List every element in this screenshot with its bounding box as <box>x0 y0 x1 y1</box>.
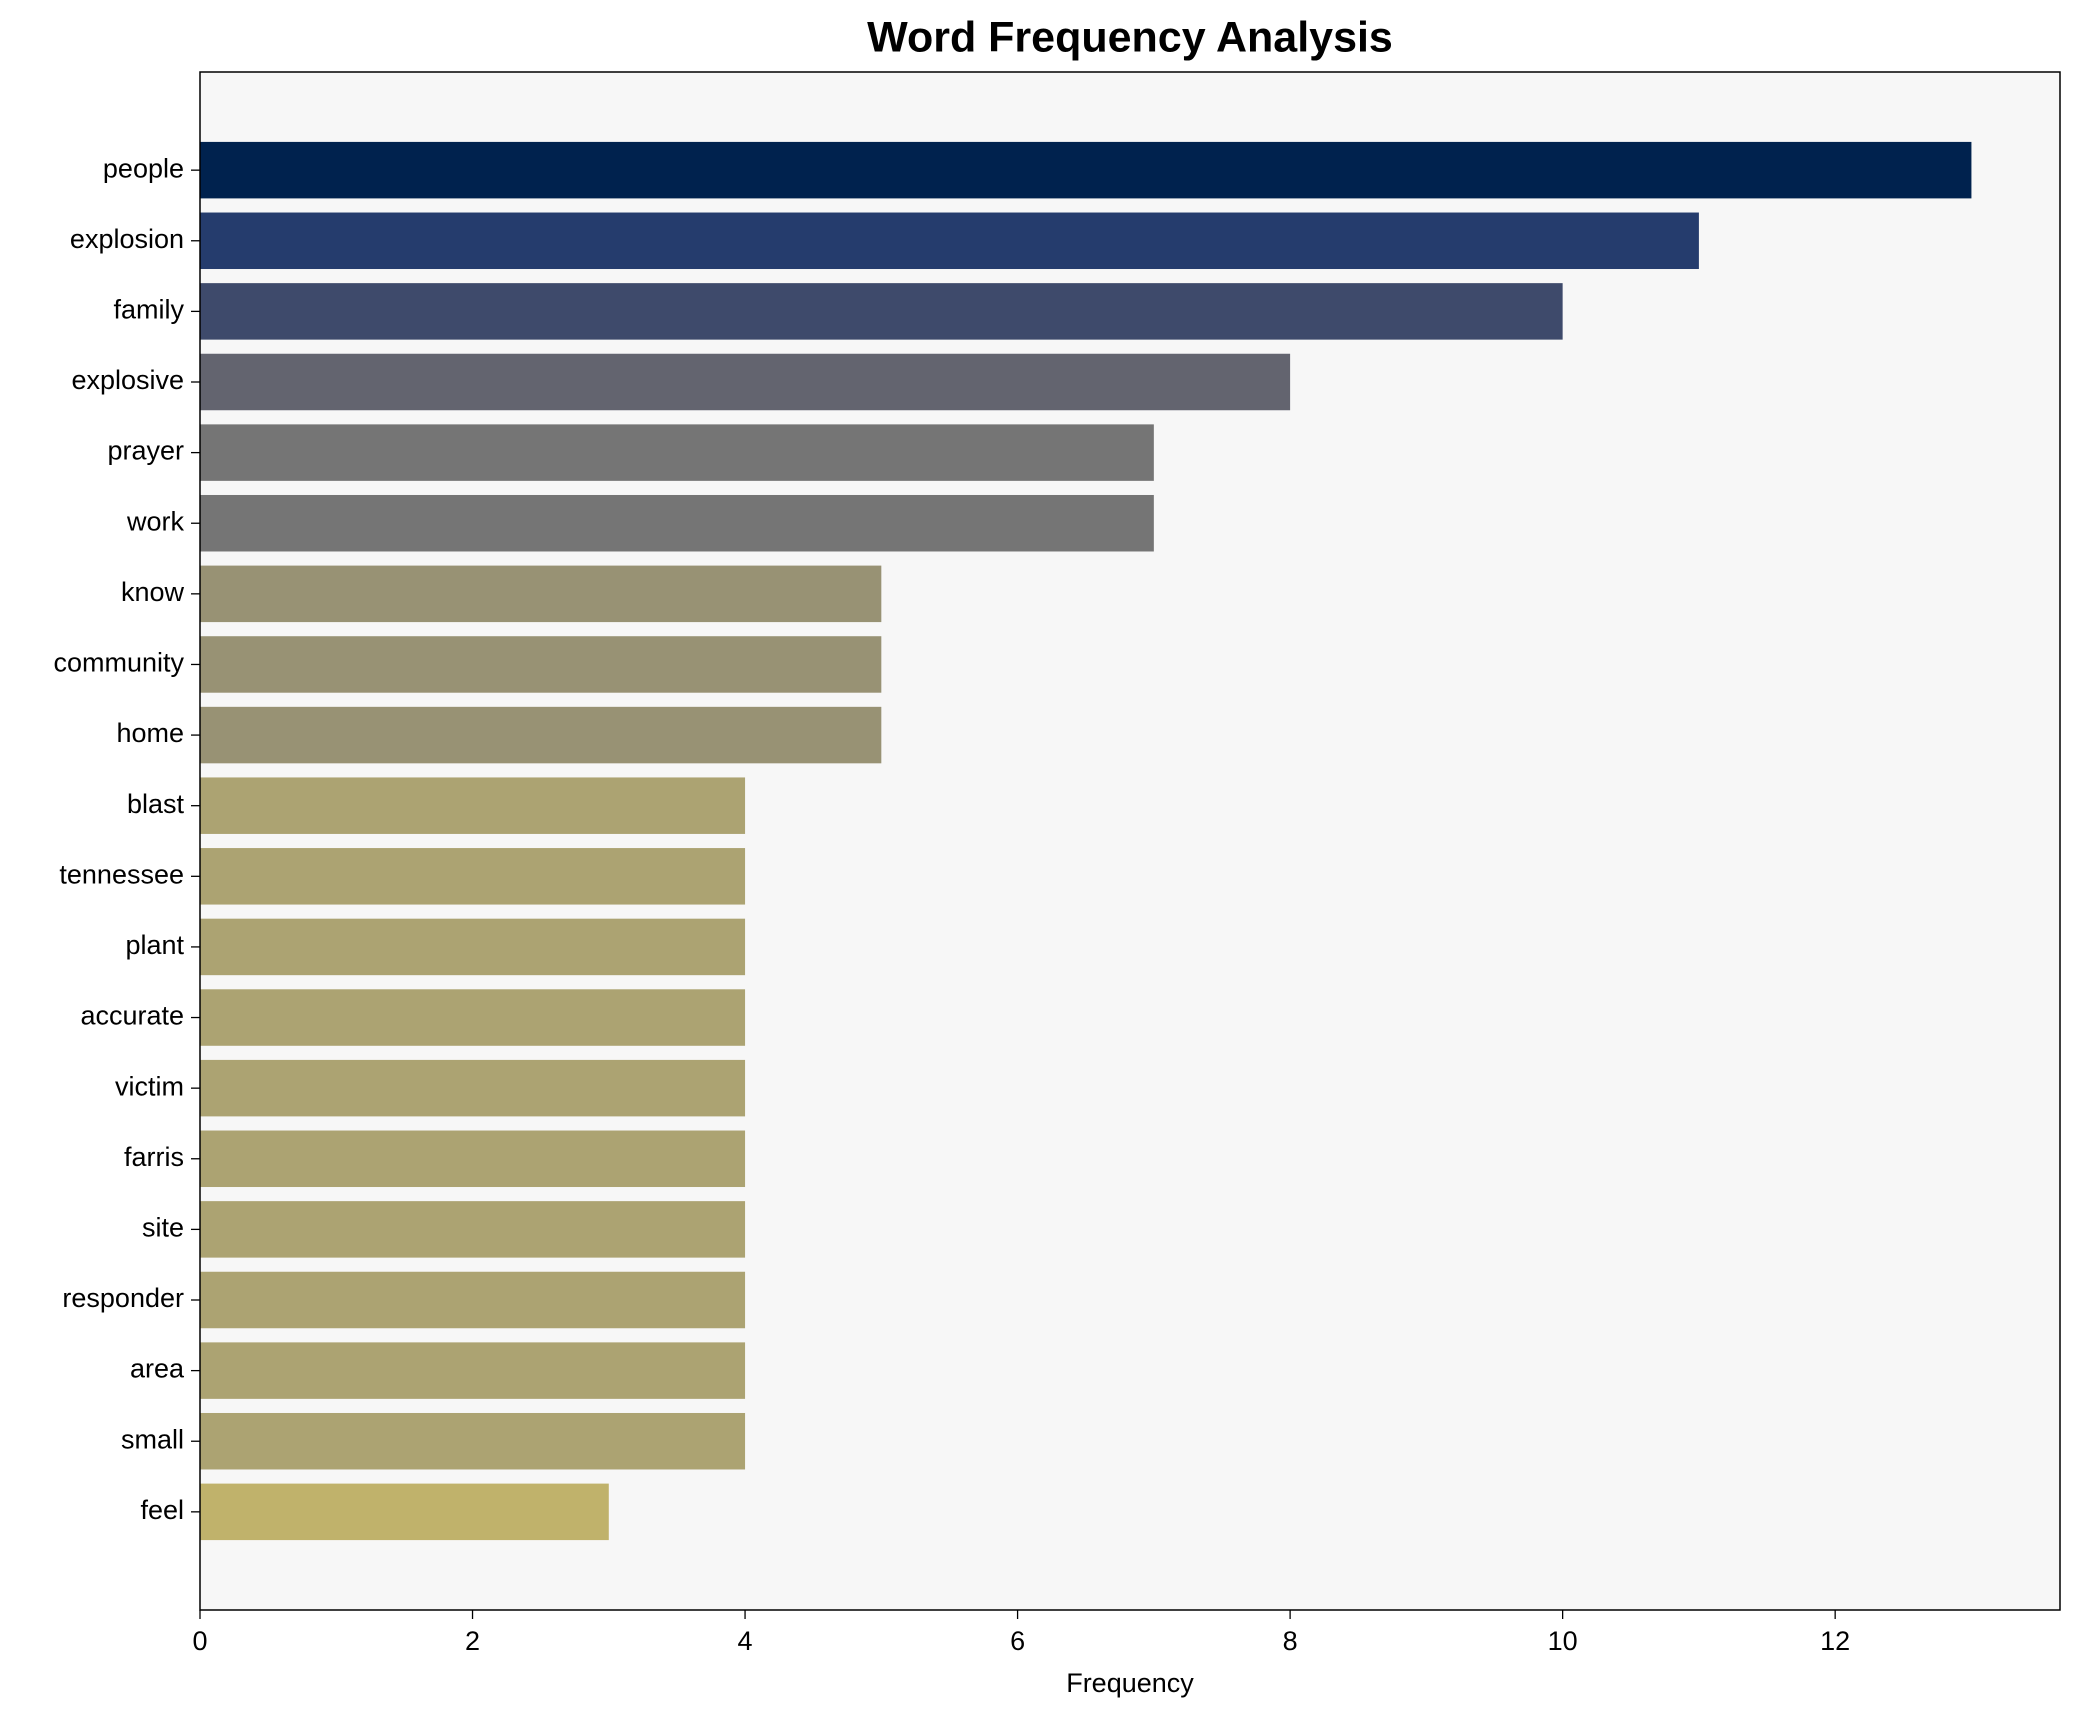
bar <box>200 565 882 623</box>
y-tick-label: explosion <box>70 224 184 254</box>
bar <box>200 989 746 1046</box>
bar <box>200 777 746 834</box>
x-tick-label: 4 <box>738 1626 753 1656</box>
bar <box>200 212 1699 270</box>
y-tick-label: responder <box>62 1283 184 1313</box>
y-tick-label: small <box>121 1424 184 1454</box>
x-axis-label: Frequency <box>1066 1668 1194 1698</box>
bar <box>200 1342 746 1399</box>
y-tick-label: farris <box>124 1142 184 1172</box>
x-tick-label: 0 <box>192 1626 207 1656</box>
bar <box>200 1059 746 1117</box>
y-tick-label: know <box>121 577 185 607</box>
y-tick-label: people <box>103 153 184 183</box>
y-tick-label: prayer <box>107 436 184 466</box>
bar <box>200 1271 746 1329</box>
bar <box>200 706 882 764</box>
plot-frame <box>199 71 2061 1611</box>
y-tick-label: blast <box>127 789 185 819</box>
y-tick-label: feel <box>140 1495 184 1525</box>
y-tick-label: explosive <box>71 365 184 395</box>
bar <box>200 918 746 976</box>
y-tick-label: work <box>126 506 185 536</box>
x-tick-label: 6 <box>1010 1626 1025 1656</box>
x-tick-label: 12 <box>1820 1626 1850 1656</box>
bar <box>200 494 1154 552</box>
bar <box>200 424 1154 481</box>
x-tick-label: 8 <box>1283 1626 1298 1656</box>
y-tick-label: victim <box>115 1071 184 1101</box>
x-tick-label: 10 <box>1548 1626 1578 1656</box>
bar <box>200 636 882 693</box>
bar <box>200 1483 609 1541</box>
y-tick-label: tennessee <box>59 859 184 889</box>
bar <box>200 848 746 905</box>
bar <box>200 353 1291 411</box>
bar <box>200 1412 746 1470</box>
y-tick-label: family <box>113 295 184 325</box>
bar <box>200 283 1563 340</box>
y-tick-label: plant <box>125 930 184 960</box>
y-tick-label: accurate <box>80 1001 184 1031</box>
y-tick-label: community <box>53 648 184 678</box>
x-tick-label: 2 <box>465 1626 480 1656</box>
y-tick-label: home <box>116 718 184 748</box>
bar <box>200 141 1972 199</box>
y-tick-label: area <box>130 1354 185 1384</box>
chart-title: Word Frequency Analysis <box>867 13 1393 61</box>
bar <box>200 1201 746 1258</box>
y-tick-label: site <box>142 1213 184 1243</box>
bar <box>200 1130 746 1188</box>
